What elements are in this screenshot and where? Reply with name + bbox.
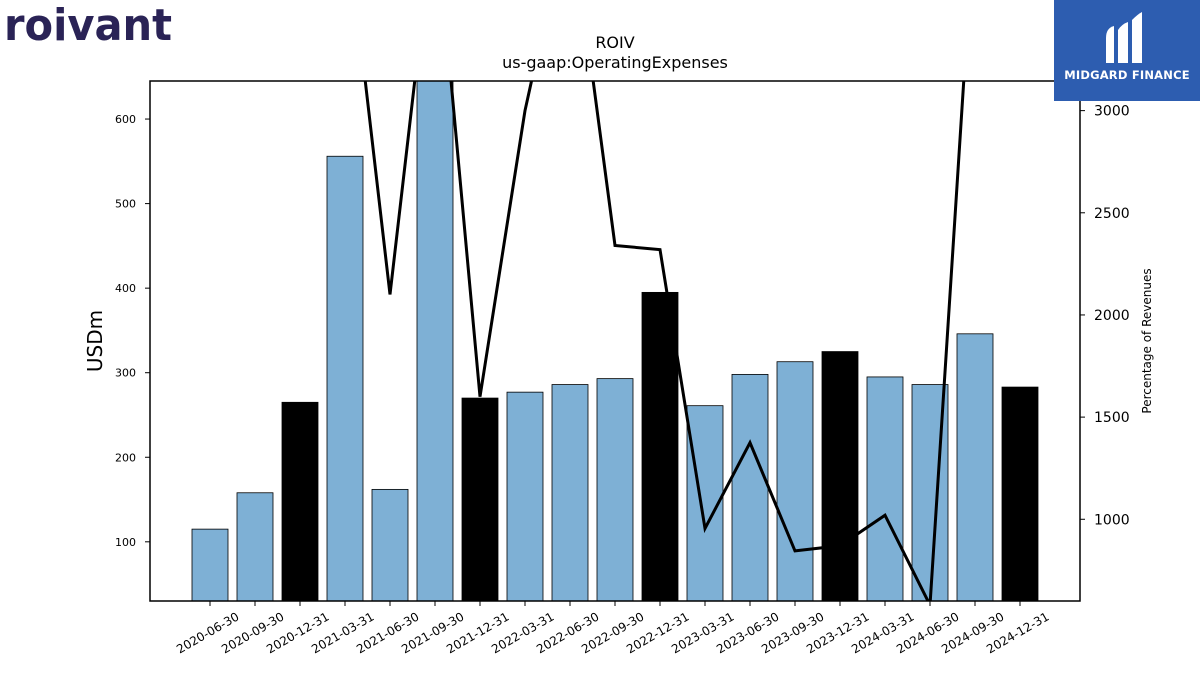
y2-tick-label: 2500 (1094, 206, 1130, 222)
x-axis: 2020-06-302020-09-302020-12-312021-03-31… (174, 601, 1052, 656)
left-axis: 100 200 300 400 500 600 (115, 113, 150, 549)
bar-2021-09-30 (416, 80, 454, 602)
bar-2024-09-30 (956, 333, 994, 602)
bar-2023-12-31 (821, 351, 859, 602)
chart-subtitle: us-gaap:OperatingExpenses (502, 53, 728, 72)
bar-2022-06-30 (551, 384, 589, 602)
publisher-logo-text: MIDGARD FINANCE (1064, 68, 1190, 82)
bar-2020-12-31 (281, 401, 319, 602)
chart-title: ROIV (595, 33, 634, 52)
publisher-logo: MIDGARD FINANCE (1054, 0, 1200, 101)
right-axis: 1000 1500 2000 2500 3000 (1080, 104, 1130, 528)
y-tick-label: 100 (115, 536, 136, 549)
bar-2022-09-30 (596, 378, 634, 602)
bar-2022-12-31 (641, 291, 679, 602)
bar-2023-09-30 (776, 361, 814, 602)
bar-2021-06-30 (371, 488, 409, 602)
y-tick-label: 300 (115, 367, 136, 380)
line-layer (363, 81, 966, 601)
bar-2021-03-31 (326, 155, 364, 602)
bar-2021-12-31 (461, 397, 499, 602)
y2-tick-label: 1500 (1094, 410, 1130, 426)
bar-2020-09-30 (236, 492, 274, 602)
y-tick-label: 500 (115, 198, 136, 211)
bar-2023-06-30 (731, 373, 769, 602)
y-tick-label: 400 (115, 282, 136, 295)
percentage-line (363, 81, 966, 601)
company-logo: roivant (4, 0, 172, 51)
y-tick-label: 600 (115, 113, 136, 126)
bars-layer (191, 80, 1039, 602)
y-tick-label: 200 (115, 451, 136, 464)
bar-2020-06-30 (191, 528, 229, 602)
bar-2024-03-31 (866, 376, 904, 602)
y2-axis-label: Percentage of Revenues (1140, 268, 1154, 413)
y2-tick-label: 2000 (1094, 308, 1130, 324)
publisher-logo-mark (1106, 12, 1142, 63)
y2-tick-label: 3000 (1094, 104, 1130, 120)
y2-tick-label: 1000 (1094, 512, 1130, 528)
bar-2022-03-31 (506, 391, 544, 602)
y-axis-label: USDm (83, 310, 107, 372)
bar-2024-12-31 (1001, 386, 1039, 602)
